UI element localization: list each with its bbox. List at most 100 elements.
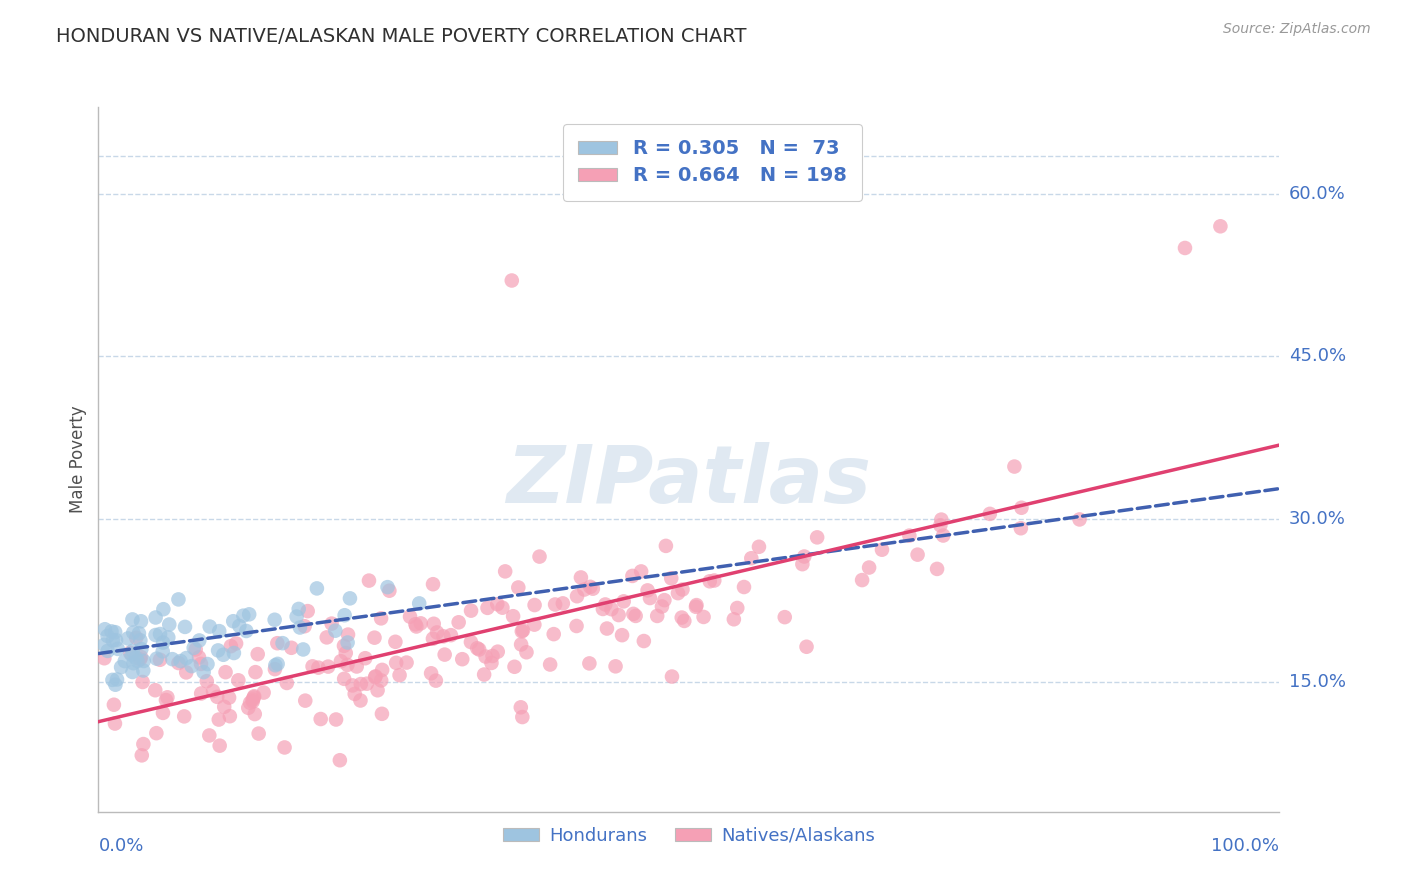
Point xyxy=(703,574,725,588)
Text: 15.0%: 15.0% xyxy=(1289,673,1346,690)
Text: 30.0%: 30.0% xyxy=(1289,510,1346,528)
Point xyxy=(131,675,153,690)
Point xyxy=(371,663,394,677)
Point xyxy=(336,635,359,649)
Point xyxy=(195,674,218,689)
Point xyxy=(1011,500,1033,515)
Point xyxy=(356,676,378,690)
Point xyxy=(122,656,145,670)
Point xyxy=(740,551,762,566)
Point xyxy=(870,542,893,557)
Point xyxy=(342,678,364,692)
Point xyxy=(271,636,294,650)
Point xyxy=(793,549,815,564)
Point xyxy=(337,627,360,641)
Point xyxy=(509,700,531,714)
Point xyxy=(1002,459,1025,474)
Point xyxy=(266,636,288,650)
Point xyxy=(931,513,953,527)
Point xyxy=(907,548,929,562)
Point xyxy=(925,562,948,576)
Point xyxy=(1174,241,1197,255)
Point xyxy=(460,604,482,618)
Point xyxy=(305,582,328,596)
Point xyxy=(232,608,254,623)
Point xyxy=(512,710,534,724)
Point xyxy=(408,596,430,610)
Point xyxy=(243,690,266,704)
Point xyxy=(388,668,411,682)
Point xyxy=(121,665,143,679)
Point xyxy=(371,706,394,721)
Text: 60.0%: 60.0% xyxy=(1289,185,1346,202)
Point xyxy=(188,650,211,665)
Point xyxy=(685,599,707,614)
Point xyxy=(325,624,347,638)
Point xyxy=(723,612,745,626)
Point xyxy=(796,640,818,654)
Point xyxy=(733,580,755,594)
Point xyxy=(465,641,488,656)
Point xyxy=(128,626,150,640)
Point xyxy=(333,672,356,686)
Point xyxy=(129,614,152,628)
Point xyxy=(183,640,205,655)
Point xyxy=(219,639,242,653)
Point xyxy=(218,690,240,705)
Point xyxy=(228,619,250,633)
Point xyxy=(659,571,682,585)
Point xyxy=(474,649,496,664)
Point xyxy=(404,617,426,632)
Point xyxy=(481,656,503,670)
Point xyxy=(538,657,561,672)
Point xyxy=(190,657,212,671)
Point xyxy=(460,635,482,649)
Point xyxy=(315,631,337,645)
Point xyxy=(565,589,588,603)
Point xyxy=(551,596,574,610)
Point xyxy=(222,646,245,660)
Point xyxy=(621,569,644,583)
Point xyxy=(364,669,387,683)
Point xyxy=(544,598,567,612)
Point xyxy=(645,609,668,624)
Point xyxy=(579,580,602,594)
Text: 45.0%: 45.0% xyxy=(1289,347,1347,366)
Point xyxy=(292,642,315,657)
Point xyxy=(329,654,352,668)
Point xyxy=(447,615,470,630)
Point xyxy=(858,560,880,574)
Point xyxy=(263,613,285,627)
Point xyxy=(239,696,262,710)
Point xyxy=(198,619,221,633)
Point xyxy=(107,641,129,656)
Point xyxy=(167,592,190,607)
Point xyxy=(101,673,124,687)
Point xyxy=(242,694,264,708)
Point xyxy=(692,610,714,624)
Point xyxy=(152,644,174,658)
Point xyxy=(245,665,267,680)
Point xyxy=(422,577,444,591)
Point xyxy=(93,651,115,665)
Point xyxy=(523,598,546,612)
Point xyxy=(486,597,509,611)
Point xyxy=(357,574,380,588)
Point xyxy=(339,591,361,606)
Point xyxy=(174,620,197,634)
Point xyxy=(773,610,796,624)
Point xyxy=(529,549,551,564)
Point xyxy=(582,582,605,596)
Point xyxy=(481,648,503,663)
Point xyxy=(378,583,401,598)
Point xyxy=(110,660,132,674)
Point xyxy=(208,739,231,753)
Point xyxy=(578,657,600,671)
Point xyxy=(207,690,229,704)
Point xyxy=(426,625,449,640)
Point xyxy=(167,656,190,670)
Point xyxy=(266,657,288,671)
Point xyxy=(671,610,693,624)
Point xyxy=(600,602,623,616)
Point xyxy=(592,602,614,616)
